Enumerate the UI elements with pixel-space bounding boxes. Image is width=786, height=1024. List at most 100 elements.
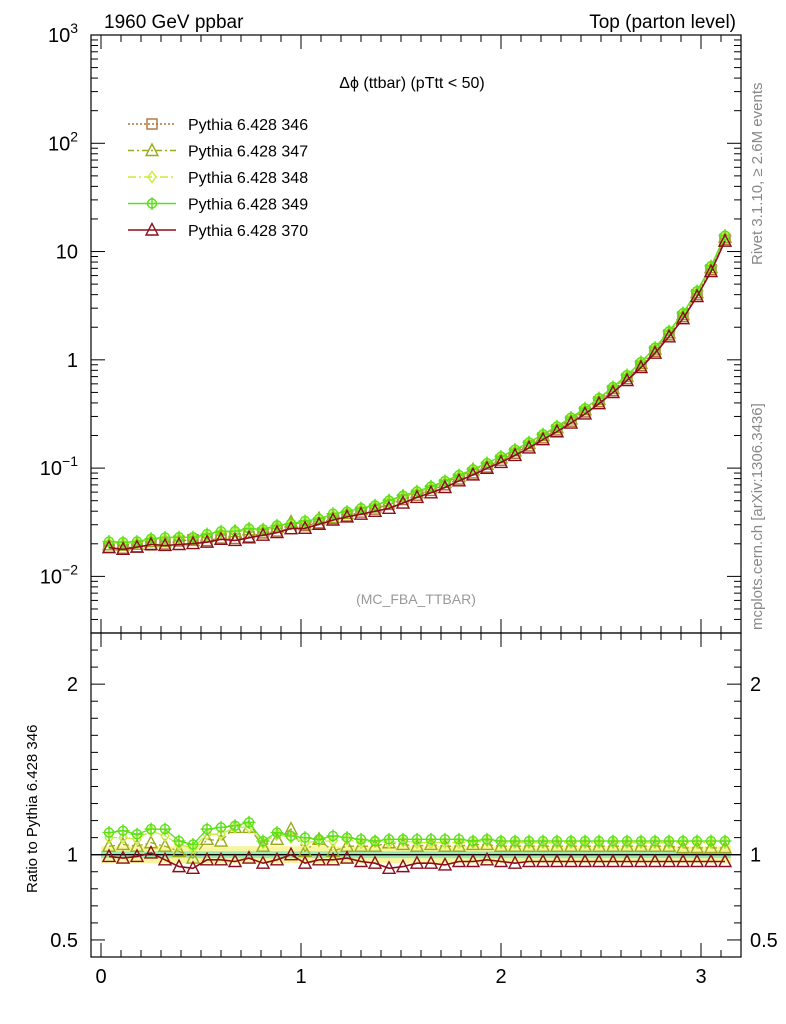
data-point	[647, 345, 663, 359]
data-point	[549, 423, 565, 438]
ratio-frame	[90, 632, 742, 958]
ratio-y-tick-label-right: 0.5	[750, 930, 778, 952]
y-tick-label-exponent: 3	[70, 20, 78, 36]
data-point	[157, 838, 173, 852]
legend-label: Pythia 6.428 348	[188, 170, 308, 187]
data-point	[521, 853, 537, 868]
data-point	[255, 527, 271, 541]
data-point	[717, 839, 733, 854]
data-point	[144, 221, 160, 236]
data-point	[283, 846, 299, 861]
data-point	[384, 836, 394, 850]
data-point	[493, 454, 509, 469]
data-point	[661, 838, 677, 852]
data-point	[115, 850, 131, 864]
data-point	[129, 848, 145, 863]
data-point	[115, 541, 131, 555]
data-point	[409, 489, 425, 504]
data-point	[213, 531, 229, 546]
data-point	[395, 858, 411, 873]
data-point	[605, 838, 621, 852]
data-point	[353, 838, 369, 852]
data-point	[171, 536, 187, 551]
data-point	[423, 484, 439, 499]
data-point	[633, 359, 649, 374]
data-point	[147, 170, 157, 184]
data-point	[160, 829, 170, 843]
y-tick-label: 103	[48, 20, 78, 47]
data-point	[619, 853, 635, 868]
y-tick-label: 1	[67, 350, 78, 372]
data-point	[675, 839, 691, 854]
y-tick-label-base: 10	[48, 133, 70, 155]
main-panel: Δϕ (ttbar) (pTtt < 50) (MC_FBA_TTBAR) 10…	[40, 20, 742, 957]
main-series	[101, 229, 733, 555]
data-point	[367, 838, 383, 852]
data-point	[451, 853, 467, 868]
data-point	[199, 831, 215, 846]
legend-label: Pythia 6.428 349	[188, 197, 308, 214]
series-1	[103, 233, 731, 554]
data-point	[213, 851, 229, 866]
data-point	[507, 838, 523, 852]
data-point	[465, 853, 481, 868]
data-point	[703, 839, 719, 854]
data-point	[339, 850, 355, 864]
data-point	[144, 142, 160, 157]
data-point	[591, 853, 607, 868]
data-point	[563, 838, 579, 852]
data-point	[675, 853, 691, 868]
data-point	[549, 838, 565, 852]
y-tick-label-base: 10	[48, 25, 70, 47]
ratio-y-axis-label: Ratio to Pythia 6.428 346	[24, 725, 41, 893]
mcplots-label: mcplots.cern.ch [arXiv:1306.3436]	[749, 403, 766, 630]
data-point	[157, 537, 173, 552]
x-tick-label: 2	[495, 966, 506, 988]
data-point	[507, 447, 523, 462]
data-point	[437, 479, 453, 494]
data-point	[118, 830, 128, 845]
data-point	[454, 836, 464, 850]
data-point	[353, 853, 369, 868]
data-point	[577, 853, 593, 868]
data-point	[507, 855, 523, 869]
data-point	[521, 439, 537, 454]
ratio-series-4	[102, 815, 732, 851]
data-point	[101, 848, 117, 863]
ratio-series-5	[101, 844, 733, 875]
data-point	[356, 836, 366, 850]
data-point	[129, 539, 145, 553]
data-point	[437, 838, 453, 852]
data-point	[521, 838, 537, 852]
analysis-watermark: (MC_FBA_TTBAR)	[356, 591, 476, 607]
data-point	[255, 838, 271, 852]
data-point	[241, 529, 257, 544]
data-point	[689, 853, 705, 868]
x-tick-label: 3	[695, 966, 706, 988]
legend-label: Pythia 6.428 347	[188, 144, 308, 161]
data-point	[143, 536, 159, 551]
data-point	[143, 844, 159, 859]
data-point	[171, 843, 187, 857]
data-point	[146, 118, 158, 130]
data-point	[661, 328, 677, 343]
data-point	[325, 843, 341, 857]
data-point	[577, 838, 593, 852]
data-point	[395, 836, 411, 851]
data-point	[297, 855, 313, 869]
series-3	[104, 229, 730, 551]
data-point	[174, 837, 184, 852]
data-point	[493, 838, 509, 852]
data-point	[577, 405, 593, 420]
data-point	[633, 853, 649, 868]
data-point	[311, 851, 327, 866]
data-point	[437, 856, 453, 871]
data-point	[465, 466, 481, 481]
header-right-title: Top (parton level)	[589, 12, 736, 33]
data-point	[367, 855, 383, 869]
data-point	[479, 851, 495, 866]
series-line	[108, 236, 726, 546]
ratio-y-tick-label: 2	[67, 674, 78, 696]
y-tick-label-base: 10	[40, 566, 62, 588]
